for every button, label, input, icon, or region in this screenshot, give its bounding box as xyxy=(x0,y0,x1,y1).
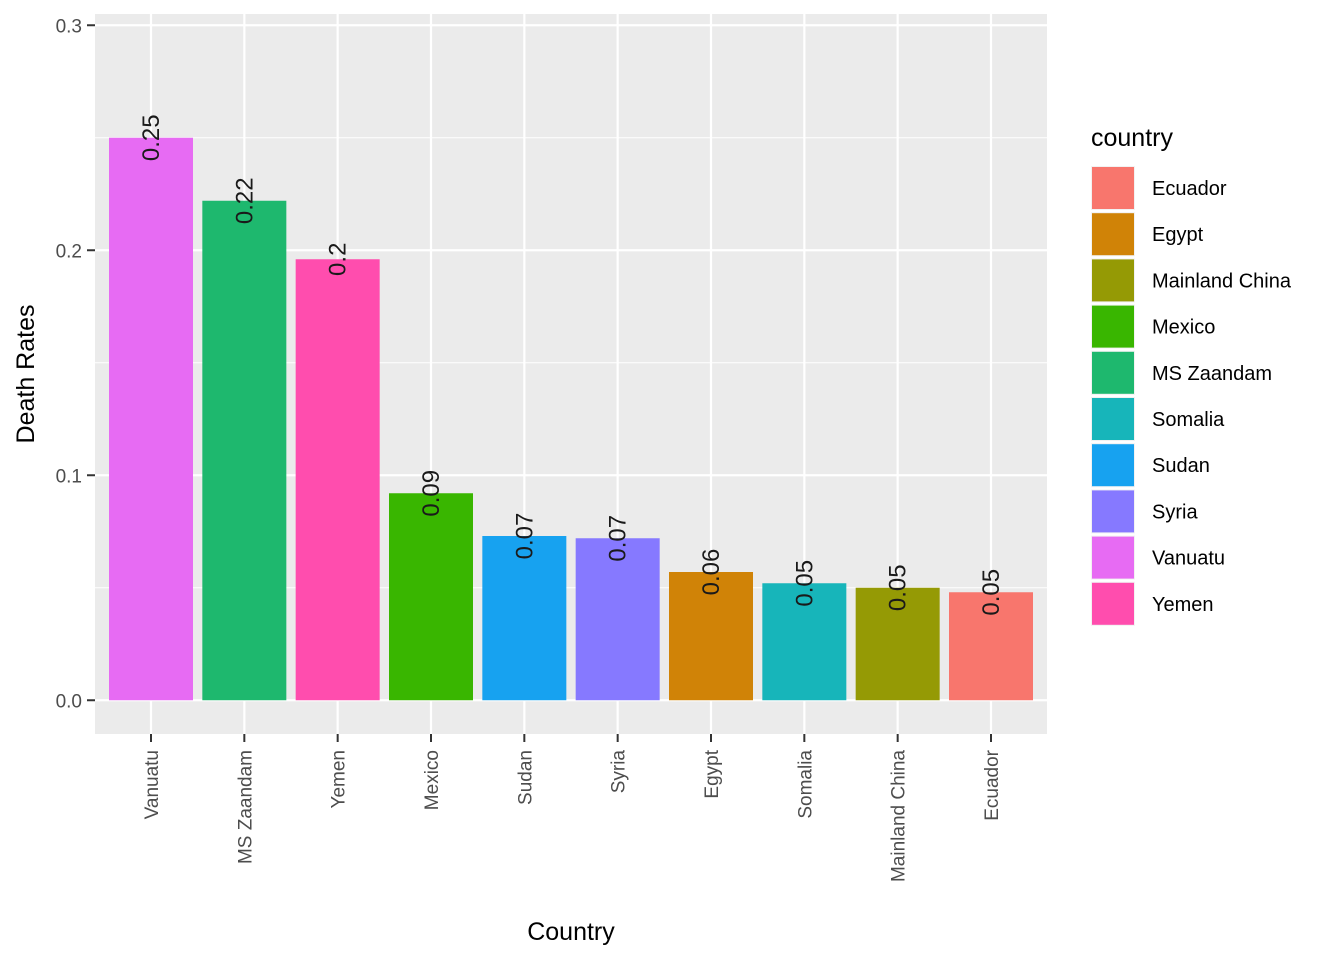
bar xyxy=(202,200,287,701)
data-label: 0.05 xyxy=(791,560,818,607)
data-label: 0.22 xyxy=(231,177,258,224)
legend-swatch xyxy=(1092,582,1134,625)
bar xyxy=(575,538,660,701)
x-tick-label: Mexico xyxy=(422,750,443,810)
x-tick-label: Egypt xyxy=(702,749,723,798)
legend-swatch xyxy=(1092,167,1134,209)
bar xyxy=(855,587,940,701)
legend-swatch xyxy=(1092,444,1134,487)
data-label: 0.06 xyxy=(698,549,725,596)
legend-label: Somalia xyxy=(1152,409,1225,431)
bar xyxy=(949,592,1033,701)
x-tick-label: Ecuador xyxy=(982,749,1003,820)
bar xyxy=(109,137,193,701)
data-label: 0.2 xyxy=(325,243,352,276)
bar xyxy=(389,493,473,701)
legend-swatch xyxy=(1092,398,1134,440)
data-label: 0.07 xyxy=(511,513,538,560)
y-axis: 0.0 0.1 0.2 0.3 xyxy=(56,16,95,712)
legend-swatch xyxy=(1092,351,1134,394)
bars xyxy=(109,137,1033,701)
data-label: 0.09 xyxy=(418,470,445,517)
bar xyxy=(482,536,567,701)
legend-label: MS Zaandam xyxy=(1152,363,1272,385)
y-tick-label: 0.1 xyxy=(56,466,82,487)
data-label: 0.05 xyxy=(978,569,1005,616)
bar xyxy=(295,259,380,701)
y-tick-label: 0.2 xyxy=(56,241,82,262)
data-label: 0.25 xyxy=(138,114,165,161)
legend-title: country xyxy=(1091,124,1173,152)
data-label: 0.07 xyxy=(605,515,632,562)
legend-swatch xyxy=(1092,259,1134,302)
legend-label: Egypt xyxy=(1152,224,1204,246)
x-tick-label: Somalia xyxy=(795,750,816,819)
x-axis: Vanuatu MS Zaandam Yemen Mexico Sudan Syria Eg… xyxy=(142,734,1003,882)
data-label: 0.05 xyxy=(885,564,912,611)
x-tick-label: Vanuatu xyxy=(142,750,163,819)
legend-label: Yemen xyxy=(1152,594,1214,616)
legend: country Ecuador Egypt Mainland China Mexico… xyxy=(1091,124,1292,626)
y-tick-label: 0.0 xyxy=(56,691,82,712)
legend-label: Sudan xyxy=(1152,455,1210,477)
legend-swatch xyxy=(1092,490,1134,533)
x-tick-label: Yemen xyxy=(329,750,350,808)
x-tick-label: MS Zaandam xyxy=(235,750,256,864)
legend-swatch xyxy=(1092,536,1134,579)
data-labels: 0.25 0.22 0.2 0.09 0.07 0.07 0.06 0.05 0.05 0.05 xyxy=(138,114,1005,615)
legend-label: Vanuatu xyxy=(1152,548,1225,570)
x-tick-label: Mainland China xyxy=(889,750,910,882)
bar xyxy=(762,583,847,701)
legend-label: Mainland China xyxy=(1152,270,1292,292)
x-axis-title: Country xyxy=(527,918,615,946)
legend-label: Ecuador xyxy=(1152,178,1227,200)
bar xyxy=(669,572,753,701)
y-axis-title: Death Rates xyxy=(12,305,40,444)
x-tick-label: Syria xyxy=(609,750,630,794)
legend-label: Syria xyxy=(1152,501,1198,523)
x-tick-label: Sudan xyxy=(515,750,536,805)
legend-swatch xyxy=(1092,305,1134,348)
legend-swatch xyxy=(1092,213,1134,256)
legend-label: Mexico xyxy=(1152,317,1215,339)
y-tick-label: 0.3 xyxy=(56,16,82,37)
